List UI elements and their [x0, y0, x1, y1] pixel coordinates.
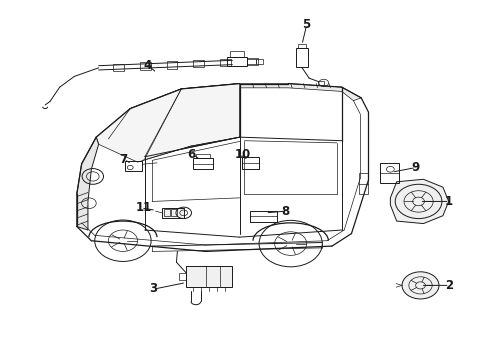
- Bar: [166, 62, 177, 68]
- Bar: [113, 64, 123, 71]
- Text: 7: 7: [119, 153, 127, 166]
- Bar: [297, 44, 305, 48]
- Bar: [193, 60, 203, 67]
- Text: 2: 2: [444, 279, 452, 292]
- Text: 6: 6: [187, 148, 196, 161]
- Bar: [179, 273, 186, 280]
- Text: 10: 10: [234, 148, 250, 161]
- Bar: [125, 161, 142, 171]
- Polygon shape: [181, 84, 361, 101]
- Bar: [140, 63, 150, 69]
- Bar: [246, 58, 257, 65]
- Bar: [164, 209, 170, 216]
- Bar: [196, 154, 210, 158]
- Bar: [193, 158, 212, 169]
- Text: 4: 4: [143, 59, 151, 72]
- Bar: [220, 59, 230, 66]
- Text: 5: 5: [301, 18, 309, 31]
- Text: 8: 8: [281, 204, 289, 217]
- Bar: [255, 59, 263, 64]
- Text: 3: 3: [149, 283, 158, 296]
- Polygon shape: [389, 179, 448, 224]
- Bar: [250, 211, 277, 222]
- Polygon shape: [96, 84, 239, 162]
- Text: 1: 1: [444, 195, 452, 208]
- Bar: [162, 207, 183, 218]
- Bar: [295, 48, 307, 67]
- Bar: [171, 209, 177, 216]
- Text: 11: 11: [136, 201, 152, 214]
- Bar: [317, 81, 323, 85]
- Bar: [379, 163, 398, 183]
- Bar: [186, 266, 232, 287]
- Polygon shape: [108, 84, 239, 157]
- Bar: [358, 173, 368, 194]
- Polygon shape: [77, 137, 99, 230]
- Circle shape: [401, 272, 438, 299]
- Bar: [227, 57, 246, 66]
- Bar: [229, 51, 244, 57]
- Text: 9: 9: [410, 161, 419, 174]
- Bar: [241, 157, 258, 168]
- Bar: [246, 59, 255, 64]
